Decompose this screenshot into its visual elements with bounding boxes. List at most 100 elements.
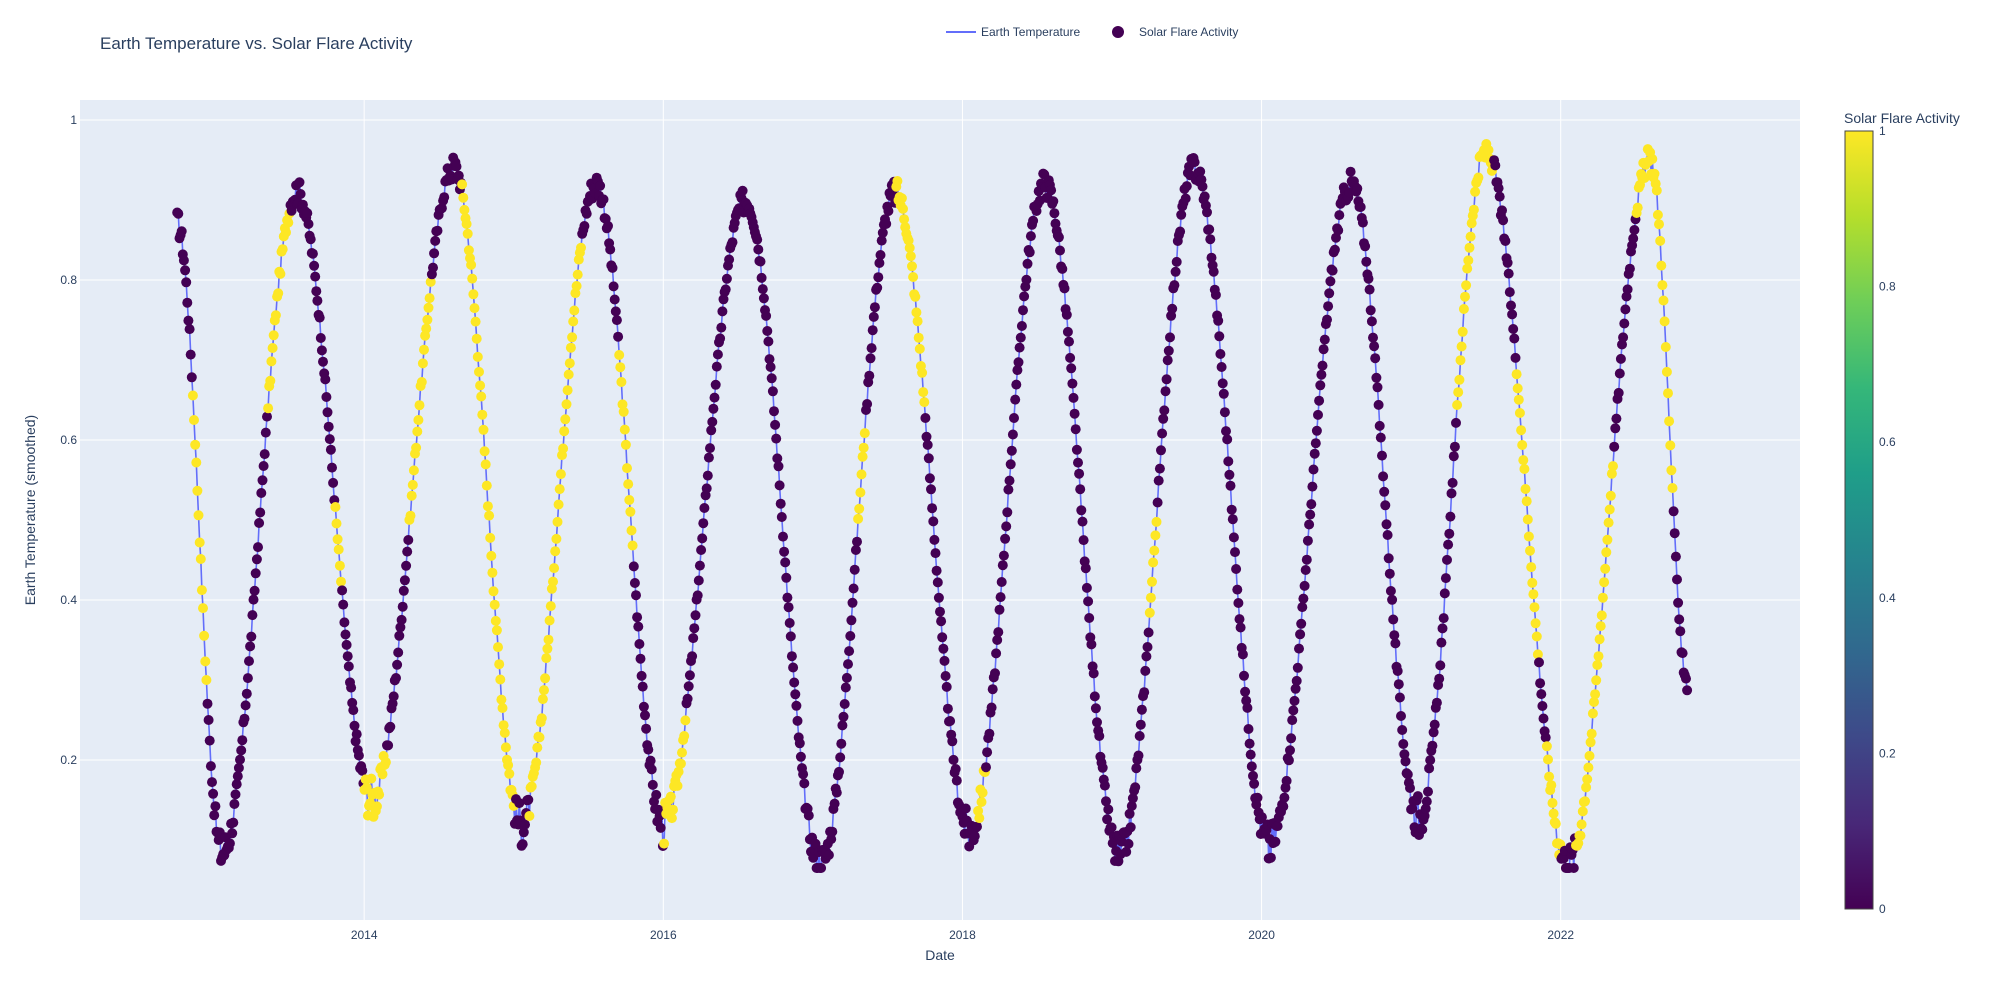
data-point-flare xyxy=(1463,255,1474,266)
data-point xyxy=(1449,441,1460,452)
data-point xyxy=(846,615,857,626)
data-point xyxy=(1310,438,1321,449)
data-point xyxy=(1619,318,1630,329)
data-point-flare xyxy=(470,316,481,327)
data-point xyxy=(724,254,735,265)
data-point xyxy=(1508,324,1519,334)
data-point-flare xyxy=(490,615,501,626)
data-point xyxy=(779,546,790,557)
data-point-flare xyxy=(377,769,388,780)
data-point xyxy=(1494,191,1505,202)
data-point-flare xyxy=(406,490,417,501)
data-point-flare xyxy=(1473,172,1484,183)
data-point xyxy=(836,738,847,749)
data-point-flare xyxy=(855,487,866,498)
data-point xyxy=(1135,719,1146,730)
data-point-flare xyxy=(543,634,554,645)
data-point xyxy=(1154,463,1165,474)
data-point-flare xyxy=(1592,660,1603,670)
data-point-flare xyxy=(673,766,684,777)
data-point xyxy=(605,244,616,255)
data-point-flare xyxy=(549,563,560,574)
data-point xyxy=(1283,755,1294,766)
data-point xyxy=(1628,233,1639,244)
data-point-flare xyxy=(1586,728,1597,739)
colorbar-tick-label: 0.6 xyxy=(1879,435,1896,449)
data-point xyxy=(837,720,848,731)
data-point-flare xyxy=(1602,534,1613,545)
data-point-flare xyxy=(405,510,416,521)
data-point-flare xyxy=(201,675,212,685)
data-point-flare xyxy=(475,380,486,391)
data-point xyxy=(1301,554,1312,565)
data-point xyxy=(1059,283,1070,294)
data-point xyxy=(242,673,253,684)
data-point xyxy=(346,682,357,693)
data-point xyxy=(798,769,809,780)
data-point xyxy=(873,272,884,283)
data-point xyxy=(1223,456,1234,467)
data-point-flare xyxy=(1514,408,1525,418)
data-point xyxy=(1225,480,1236,491)
data-point xyxy=(307,248,318,259)
legend-item-solar-flare-activity[interactable]: Solar Flare Activity xyxy=(1139,25,1238,39)
data-point xyxy=(310,271,321,282)
data-point-flare xyxy=(857,451,868,462)
data-point xyxy=(260,427,271,438)
data-point-flare xyxy=(1458,304,1469,314)
data-point-flare xyxy=(1656,260,1667,271)
data-point xyxy=(1322,314,1332,325)
data-point xyxy=(834,766,844,777)
data-point xyxy=(766,373,777,384)
data-point xyxy=(439,192,450,203)
data-point xyxy=(305,234,316,245)
data-point xyxy=(960,803,971,814)
data-point xyxy=(246,631,257,642)
data-point-flare xyxy=(463,245,474,256)
data-point xyxy=(235,754,245,765)
data-point xyxy=(1305,509,1316,520)
data-point xyxy=(932,577,943,588)
data-point xyxy=(998,550,1009,561)
data-point xyxy=(694,560,705,571)
data-point xyxy=(1161,374,1172,385)
data-point-flare xyxy=(679,731,690,741)
data-point xyxy=(255,507,266,518)
data-point xyxy=(393,647,404,658)
data-point xyxy=(1295,629,1306,640)
data-point-flare xyxy=(565,342,576,353)
data-point xyxy=(935,606,945,617)
data-point xyxy=(383,740,394,751)
data-point-flare xyxy=(1150,530,1161,541)
data-point-flare xyxy=(476,391,487,402)
data-point-flare xyxy=(1666,465,1677,476)
data-point xyxy=(783,602,794,613)
legend-item-earth-temperature[interactable]: Earth Temperature xyxy=(981,25,1080,39)
data-point xyxy=(1140,665,1151,676)
data-point xyxy=(823,850,834,860)
data-point xyxy=(922,439,933,450)
data-point xyxy=(1448,451,1459,462)
data-point xyxy=(645,755,656,766)
data-point-flare xyxy=(1526,562,1537,573)
data-point xyxy=(929,534,940,545)
data-point xyxy=(1614,368,1625,379)
data-point-flare xyxy=(1582,774,1593,785)
y-axis-ticks: 0.2 0.4 0.6 0.8 1 xyxy=(60,113,77,767)
data-point xyxy=(240,700,251,711)
legend[interactable]: Earth Temperature Solar Flare Activity xyxy=(946,25,1238,39)
data-point xyxy=(711,361,722,372)
data-point-flare xyxy=(419,344,429,355)
x-tick-label: 2014 xyxy=(351,928,378,942)
data-point-flare xyxy=(1548,808,1559,819)
data-point-flare xyxy=(1580,796,1590,807)
data-point xyxy=(302,208,313,219)
data-point-flare xyxy=(537,694,548,705)
data-point xyxy=(341,639,352,650)
data-point-flare xyxy=(413,415,424,425)
data-point xyxy=(1375,432,1386,443)
data-point-flare xyxy=(532,742,543,753)
data-point xyxy=(1447,477,1458,488)
data-point xyxy=(294,177,305,188)
data-point xyxy=(634,639,645,649)
